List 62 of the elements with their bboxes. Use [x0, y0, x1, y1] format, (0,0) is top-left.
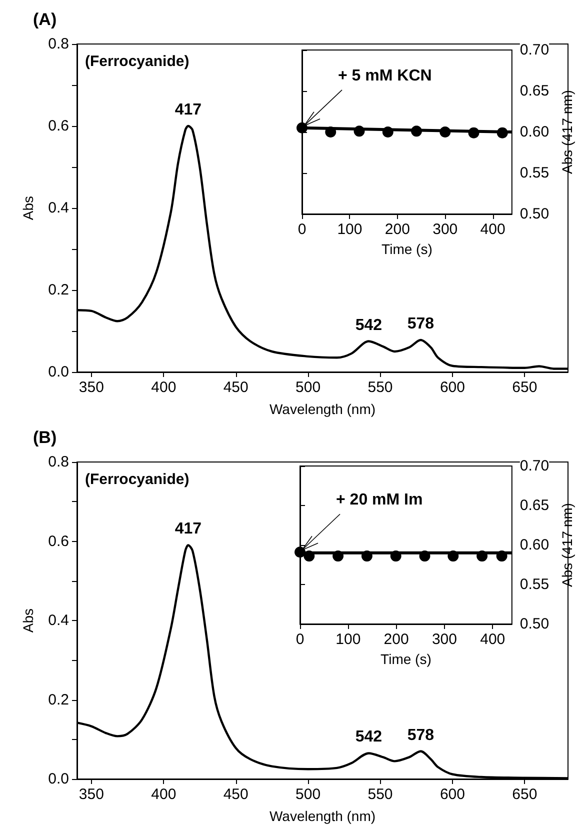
annotation: (Ferrocyanide)	[85, 471, 190, 488]
x-tick-label: 500	[296, 786, 321, 803]
x-tick-label: 0	[298, 221, 306, 238]
annotation: 417	[174, 520, 202, 538]
annotation: 578	[407, 316, 434, 333]
y-tick-label: 0.55	[520, 576, 550, 593]
y-tick-label: 0.50	[520, 206, 550, 222]
chart-title: (A)	[33, 10, 57, 29]
x-tick-label: 650	[512, 379, 538, 396]
y-tick-label: 0.4	[48, 200, 69, 216]
annotation: 578	[407, 726, 434, 744]
y-tick-label: 0.8	[48, 36, 69, 52]
annotation: + 5 mM KCN	[338, 67, 432, 84]
x-tick-label: 100	[336, 631, 361, 648]
x-tick-label: 400	[480, 221, 506, 238]
y-axis-title: Abs	[20, 196, 36, 220]
y-tick-label: 0.2	[48, 282, 69, 298]
x-tick-label: 500	[296, 379, 321, 396]
y-tick-label: 0.4	[48, 612, 69, 629]
x-tick-label: 450	[223, 379, 248, 396]
y-tick-label: 0.0	[48, 364, 69, 380]
x-tick-label: 200	[384, 631, 409, 648]
x-tick-label: 550	[368, 379, 393, 396]
x-axis-title: Wavelength (nm)	[269, 808, 376, 824]
x-tick-label: 200	[384, 221, 410, 238]
x-tick-label: 300	[432, 631, 457, 648]
y-tick-label: 0.6	[48, 532, 69, 550]
x-tick-label: 600	[440, 379, 465, 396]
x-axis-title: Time (s)	[380, 651, 432, 667]
y-tick-label: 0.2	[48, 691, 69, 708]
y-tick-label: 0.60	[520, 536, 550, 554]
x-tick-label: 600	[440, 786, 465, 803]
annotation: + 20 mM Im	[336, 492, 423, 509]
x-tick-label: 400	[480, 631, 506, 648]
x-tick-label: 350	[78, 379, 104, 396]
x-axis-title: Time (s)	[382, 241, 432, 257]
x-tick-label: 350	[78, 786, 104, 803]
x-tick-label: 650	[512, 786, 538, 803]
y-tick-label: 0.8	[48, 454, 69, 470]
x-tick-label: 0	[296, 631, 304, 648]
x-tick-label: 100	[337, 221, 362, 238]
annotation: (Ferrocyanide)	[85, 53, 190, 70]
x-axis-title: Wavelength (nm)	[269, 401, 376, 417]
x-tick-label: 300	[432, 221, 458, 238]
y-axis-title: Abs	[20, 608, 36, 633]
y-tick-label: 0.50	[520, 616, 550, 632]
y-tick-label: 0.65	[520, 82, 550, 100]
annotation: 417	[174, 102, 202, 118]
x-tick-label: 400	[151, 786, 176, 803]
y-tick-label: 0.60	[520, 124, 550, 140]
annotation: 542	[355, 316, 382, 334]
y-tick-label: 0.65	[520, 497, 550, 514]
y-tick-label: 0.0	[48, 770, 69, 788]
x-tick-label: 450	[223, 786, 248, 803]
y-tick-label: 0.70	[520, 458, 550, 474]
y-tick-label: 0.70	[520, 42, 550, 58]
x-tick-label: 550	[368, 786, 393, 803]
chart-title: (B)	[33, 428, 57, 447]
y-tick-label: 0.55	[520, 164, 550, 182]
x-tick-label: 400	[151, 379, 176, 396]
annotation: 542	[355, 728, 382, 746]
y-tick-label: 0.6	[48, 118, 69, 134]
